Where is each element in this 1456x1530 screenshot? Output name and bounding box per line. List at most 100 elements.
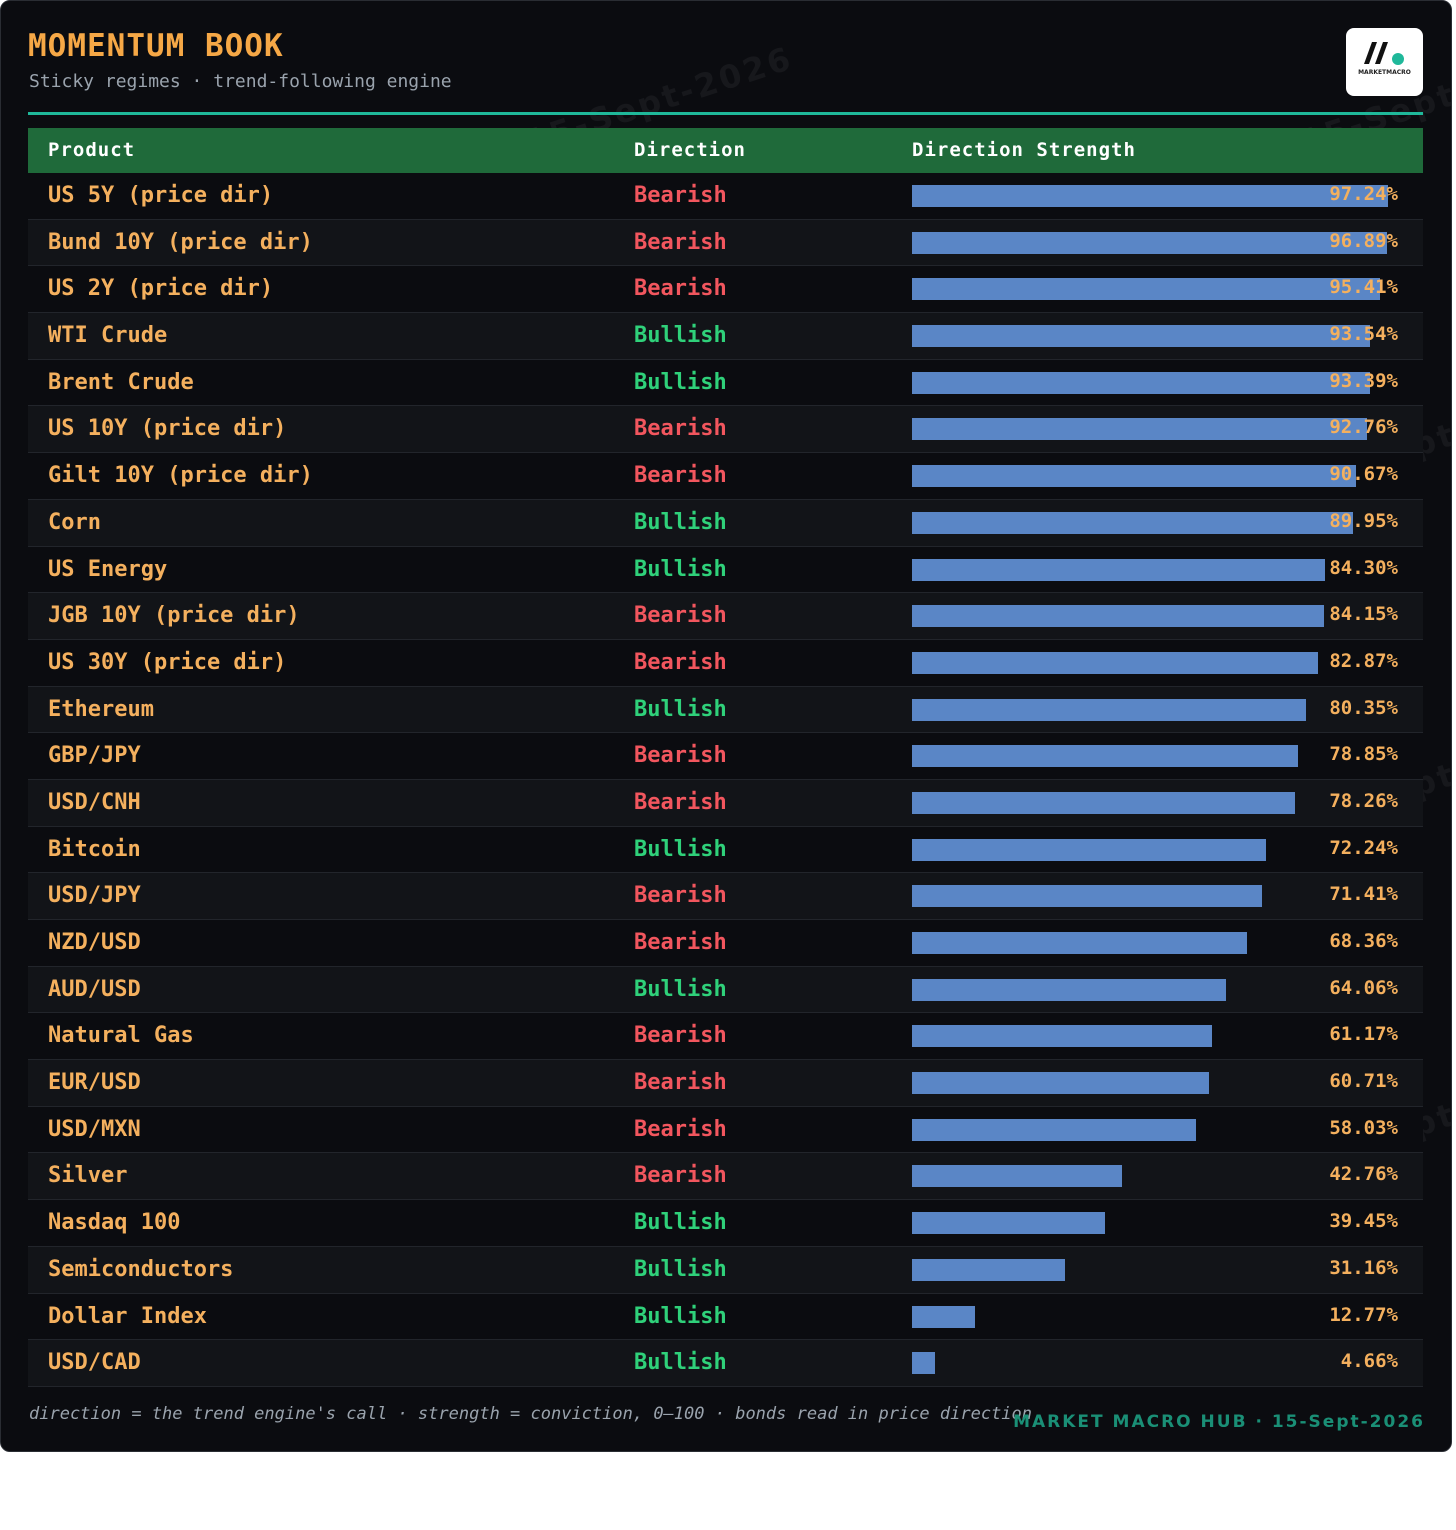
accent-divider [28,112,1423,115]
strength-bar-track [912,1118,1402,1141]
strength-value: 84.15% [1329,603,1398,626]
direction-cell: Bearish [634,183,727,208]
strength-bar-track [912,278,1402,301]
direction-cell: Bullish [634,976,727,1002]
strength-value: 58.03% [1329,1116,1398,1139]
strength-value: 68.36% [1329,930,1398,952]
strength-bar-track [912,651,1402,674]
direction-cell: Bullish [634,1350,727,1376]
product-cell: Silver [48,1163,128,1189]
product-cell: USD/CAD [48,1350,141,1376]
strength-value: 80.35% [1329,696,1398,719]
table-row: US 2Y (price dir) Bearish 95.41% [28,266,1423,314]
product-cell: Bund 10Y (price dir) [48,229,313,255]
strength-value: 82.87% [1329,649,1398,672]
logo-text: MARKETMACRO [1358,69,1411,76]
direction-cell: Bullish [634,556,727,582]
strength-bar-track [912,1352,1402,1375]
product-cell: US 5Y (price dir) [48,183,274,208]
strength-bar-track [912,371,1402,394]
table-row: Silver Bearish 42.76% [28,1153,1423,1201]
direction-cell: Bearish [634,930,727,955]
product-cell: US Energy [48,556,168,582]
direction-cell: Bearish [634,276,727,302]
strength-bar [912,1305,975,1328]
product-cell: Bitcoin [48,836,141,862]
product-cell: Corn [48,509,101,535]
strength-value: 96.89% [1329,229,1398,252]
strength-bar-track [912,185,1402,207]
strength-value: 71.41% [1329,883,1398,906]
strength-value: 95.41% [1329,276,1398,299]
brand-logo: MARKETMACRO [1346,28,1423,96]
direction-cell: Bearish [634,1116,727,1142]
strength-bar [912,605,1325,628]
table-row: EUR/USD Bearish 60.71% [28,1060,1423,1107]
strength-bar [912,371,1370,394]
page-title: MOMENTUM BOOK [28,28,284,64]
product-cell: Nasdaq 100 [48,1210,181,1236]
strength-bar [912,791,1296,814]
direction-cell: Bearish [634,416,727,442]
table-row: Ethereum Bullish 80.35% [28,686,1423,734]
strength-bar-track [912,511,1402,534]
strength-bar [912,558,1326,581]
strength-bar-track [912,231,1402,254]
strength-bar [912,511,1353,534]
direction-cell: Bullish [634,696,727,722]
strength-value: 31.16% [1329,1256,1398,1279]
momentum-card: MARKET MACRO HUB · 15-Sept-2026MARKET MA… [0,0,1452,1452]
strength-bar-track [912,1258,1402,1281]
product-cell: AUD/USD [48,976,141,1002]
strength-value: 72.24% [1329,836,1398,859]
strength-bar-track [912,698,1402,721]
table-row: USD/JPY Bearish 71.41% [28,873,1423,920]
strength-value: 93.39% [1329,369,1398,392]
strength-value: 78.85% [1329,743,1398,766]
product-cell: USD/CNH [48,789,141,815]
direction-cell: Bearish [634,603,727,629]
direction-cell: Bullish [634,509,727,535]
strength-bar-track [912,605,1402,628]
direction-cell: Bullish [634,836,727,862]
table-row: USD/MXN Bearish 58.03% [28,1106,1423,1154]
strength-bar [912,1352,935,1375]
table-row: JGB 10Y (price dir) Bearish 84.15% [28,593,1423,640]
product-cell: NZD/USD [48,930,141,955]
product-cell: US 2Y (price dir) [48,276,274,302]
strength-value: 97.24% [1329,183,1398,205]
strength-value: 60.71% [1329,1070,1398,1093]
table-row: Natural Gas Bearish 61.17% [28,1013,1423,1061]
product-cell: Natural Gas [48,1023,194,1049]
product-cell: USD/MXN [48,1116,141,1142]
strength-bar [912,978,1226,1001]
strength-bar-track [912,1165,1402,1188]
strength-bar-track [912,978,1402,1001]
strength-bar-track [912,325,1402,348]
strength-value: 42.76% [1329,1163,1398,1186]
direction-cell: Bullish [634,323,727,349]
direction-cell: Bearish [634,229,727,255]
column-header-direction: Direction [634,139,746,161]
table-row: GBP/JPY Bearish 78.85% [28,733,1423,780]
strength-bar [912,745,1299,768]
table-body: US 5Y (price dir) Bearish 97.24% Bund 10Y (… [28,173,1423,1387]
footnote: direction = the trend engine's call · st… [29,1404,1033,1424]
table-row: US Energy Bullish 84.30% [28,546,1423,594]
table-row: USD/CNH Bearish 78.26% [28,779,1423,827]
strength-bar-track [912,465,1402,488]
table-row: NZD/USD Bearish 68.36% [28,920,1423,967]
strength-bar [912,185,1389,207]
direction-cell: Bearish [634,743,727,769]
strength-bar-track [912,558,1402,581]
strength-bar [912,231,1387,254]
market-macro-logo-icon: MARKETMACRO [1358,42,1411,76]
footer-brand: MARKET MACRO HUB · 15-Sept-2026 [1013,1412,1425,1432]
strength-bar [912,1258,1065,1281]
strength-bar-track [912,791,1402,814]
direction-cell: Bullish [634,369,727,395]
strength-bar-track [912,1025,1402,1048]
strength-bar-track [912,1212,1402,1235]
product-cell: Ethereum [48,696,154,722]
product-cell: Brent Crude [48,369,194,395]
